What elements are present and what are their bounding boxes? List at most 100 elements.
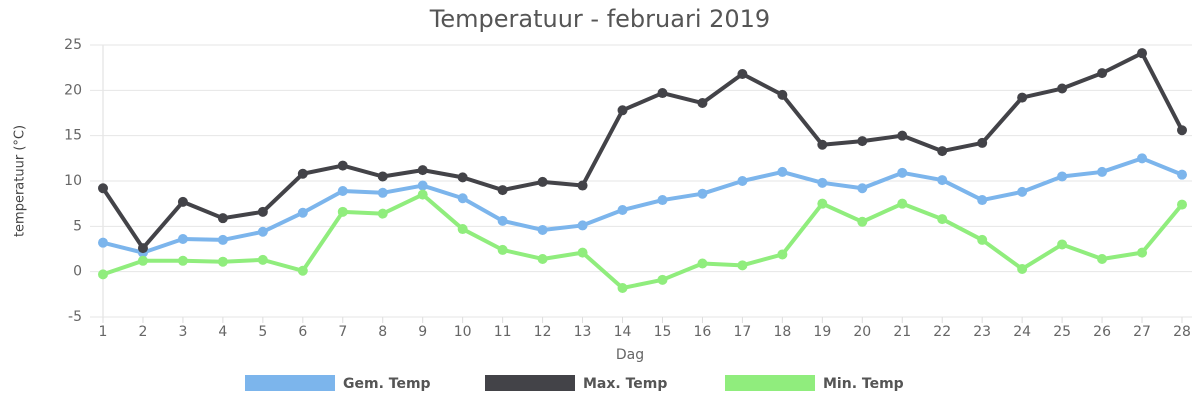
data-point (657, 88, 668, 99)
data-point (297, 265, 308, 276)
data-point (257, 206, 268, 217)
data-point (217, 256, 228, 267)
data-point (177, 196, 188, 207)
x-tick-label: 15 (654, 324, 672, 340)
data-point (817, 198, 828, 209)
data-point (1097, 68, 1108, 79)
x-tick-label: 8 (378, 324, 387, 340)
data-point (377, 171, 388, 182)
data-point (737, 260, 748, 271)
data-point (137, 243, 148, 254)
data-point (297, 168, 308, 179)
data-point (937, 175, 948, 186)
x-tick-label: 23 (973, 324, 991, 340)
x-tick-label: 18 (773, 324, 791, 340)
data-point (537, 176, 548, 187)
data-point (937, 146, 948, 157)
data-point (537, 253, 548, 264)
data-point (577, 220, 588, 231)
data-point (617, 282, 628, 293)
data-point (737, 69, 748, 80)
x-tick-label: 19 (813, 324, 831, 340)
data-point (457, 172, 468, 183)
data-point (98, 183, 108, 194)
data-point (297, 207, 308, 218)
data-point (1097, 166, 1108, 177)
data-point (617, 105, 628, 116)
data-point (177, 255, 188, 266)
legend-swatch (245, 375, 335, 391)
data-point (817, 139, 828, 150)
data-point (417, 189, 428, 200)
data-point (697, 98, 708, 109)
y-axis-label: temperatuur (°C) (13, 125, 28, 237)
data-point (737, 176, 748, 186)
data-point (937, 214, 948, 225)
data-point (1137, 48, 1148, 59)
data-point (777, 166, 788, 177)
data-point (857, 136, 868, 147)
legend-label: Gem. Temp (343, 376, 431, 392)
x-tick-label: 27 (1133, 324, 1151, 340)
data-point (857, 216, 868, 227)
x-tick-label: 21 (893, 324, 911, 340)
x-tick-label: 2 (139, 324, 148, 340)
data-point (1177, 199, 1187, 210)
x-tick-label: 9 (418, 324, 427, 340)
series-line (102, 156, 1183, 255)
y-tick-label: -5 (68, 309, 82, 325)
data-point (337, 185, 348, 196)
data-point (217, 213, 228, 224)
data-point (697, 188, 708, 199)
data-point (457, 193, 468, 204)
legend-swatch (485, 375, 575, 391)
x-tick-label: 14 (614, 324, 632, 340)
data-point (257, 254, 268, 265)
data-point (577, 180, 588, 191)
x-tick-label: 3 (178, 324, 187, 340)
data-point (497, 215, 508, 226)
x-tick-label: 28 (1173, 324, 1191, 340)
data-point (257, 226, 268, 237)
data-point (1057, 239, 1068, 250)
x-tick-label: 11 (494, 324, 512, 340)
data-point (217, 234, 228, 245)
y-tick-label: 0 (73, 264, 82, 280)
data-point (977, 137, 988, 148)
data-point (897, 198, 908, 209)
x-tick-label: 4 (218, 324, 227, 340)
data-point (137, 255, 148, 266)
data-point (777, 249, 788, 260)
x-tick-label: 16 (694, 324, 712, 340)
data-point (1177, 125, 1187, 136)
data-point (1057, 83, 1068, 94)
data-point (657, 274, 668, 285)
series-line (102, 192, 1184, 290)
x-tick-label: 25 (1053, 324, 1071, 340)
data-point (457, 224, 468, 235)
data-point (98, 269, 108, 280)
x-tick-label: 7 (338, 324, 347, 340)
data-point (1057, 171, 1068, 182)
data-point (377, 187, 388, 198)
y-tick-label: 25 (64, 37, 82, 53)
data-point (497, 244, 508, 255)
y-tick-label: 5 (73, 218, 82, 234)
x-axis-label: Dag (616, 347, 644, 363)
x-tick-label: 12 (534, 324, 552, 340)
data-point (897, 130, 908, 141)
data-point (977, 195, 988, 206)
data-point (697, 258, 708, 269)
data-point (337, 206, 348, 217)
data-point (417, 180, 428, 191)
data-point (1017, 186, 1028, 197)
data-point (537, 224, 548, 235)
data-point (977, 234, 988, 245)
legend-label: Max. Temp (583, 376, 667, 392)
x-tick-label: 5 (258, 324, 267, 340)
data-point (1017, 92, 1028, 103)
data-point (817, 177, 828, 188)
y-tick-label: 20 (64, 82, 82, 98)
